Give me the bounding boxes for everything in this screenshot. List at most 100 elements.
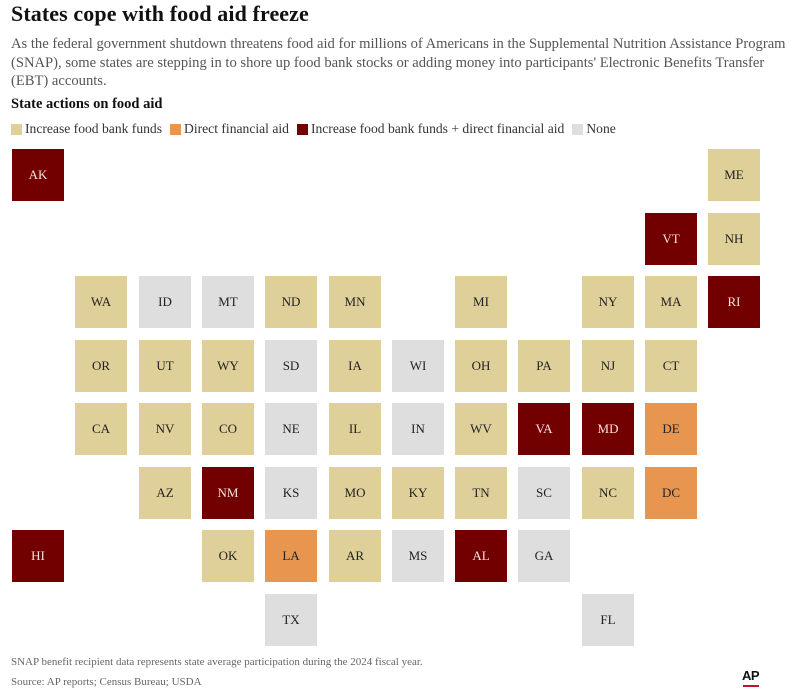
legend: Increase food bank funds Direct financia…: [11, 121, 624, 137]
legend-item-direct-aid: Direct financial aid: [170, 121, 289, 137]
state-label: NH: [724, 231, 744, 246]
state-tile-ny: NY: [582, 276, 634, 328]
state-tile-in: IN: [392, 403, 444, 455]
state-label: LA: [282, 548, 300, 563]
footnote: SNAP benefit recipient data represents s…: [11, 656, 423, 668]
state-tile-va: VA: [518, 403, 570, 455]
state-tile-wa: WA: [75, 276, 127, 328]
state-tile-wv: WV: [455, 403, 507, 455]
state-label: AZ: [156, 485, 174, 500]
state-tile-il: IL: [329, 403, 381, 455]
legend-label-both: Increase food bank funds + direct financ…: [310, 121, 565, 136]
state-label: GA: [534, 548, 554, 563]
state-label: OR: [91, 358, 111, 373]
state-tile-sd: SD: [265, 340, 317, 392]
state-label: UT: [156, 358, 174, 373]
state-label: AL: [472, 548, 490, 563]
state-label: NJ: [600, 358, 616, 373]
state-tile-vt: VT: [645, 213, 697, 265]
state-label: ID: [158, 294, 172, 309]
state-label: IN: [411, 421, 425, 436]
state-label: NM: [217, 485, 239, 500]
state-tile-mt: MT: [202, 276, 254, 328]
state-label: ND: [281, 294, 301, 309]
state-tile-wy: WY: [202, 340, 254, 392]
state-tile-ms: MS: [392, 530, 444, 582]
state-tile-ne: NE: [265, 403, 317, 455]
state-tile-id: ID: [139, 276, 191, 328]
state-tile-mo: MO: [329, 467, 381, 519]
state-label: VT: [662, 231, 680, 246]
state-label: IL: [348, 421, 362, 436]
state-tile-me: ME: [708, 149, 760, 201]
state-tile-ia: IA: [329, 340, 381, 392]
state-tile-co: CO: [202, 403, 254, 455]
state-tile-nv: NV: [139, 403, 191, 455]
state-tile-wi: WI: [392, 340, 444, 392]
state-label: OH: [471, 358, 491, 373]
state-label: SC: [536, 485, 552, 500]
state-tile-la: LA: [265, 530, 317, 582]
state-label: IA: [348, 358, 362, 373]
state-label: WV: [470, 421, 492, 436]
state-label: CT: [662, 358, 680, 373]
state-tile-az: AZ: [139, 467, 191, 519]
state-label: OK: [218, 548, 238, 563]
state-tile-ok: OK: [202, 530, 254, 582]
state-tile-sc: SC: [518, 467, 570, 519]
state-label: NC: [598, 485, 618, 500]
state-tile-al: AL: [455, 530, 507, 582]
state-label: PA: [536, 358, 552, 373]
legend-item-none: None: [572, 121, 616, 137]
state-label: WI: [409, 358, 427, 373]
state-label: FL: [600, 612, 616, 627]
state-tile-mi: MI: [455, 276, 507, 328]
state-label: AR: [345, 548, 365, 563]
state-tile-ak: AK: [12, 149, 64, 201]
legend-label-direct-aid: Direct financial aid: [184, 121, 289, 136]
state-label: TN: [472, 485, 490, 500]
legend-swatch-direct-aid: [170, 123, 182, 135]
state-tile-ky: KY: [392, 467, 444, 519]
state-tile-ga: GA: [518, 530, 570, 582]
state-label: VA: [535, 421, 553, 436]
source-note: Source: AP reports; Census Bureau; USDA: [11, 676, 202, 688]
chart-title: States cope with food aid freeze: [11, 1, 309, 26]
state-label: AK: [28, 167, 48, 182]
state-label: CO: [218, 421, 238, 436]
state-tile-ut: UT: [139, 340, 191, 392]
state-label: MT: [218, 294, 238, 309]
state-tile-dc: DC: [645, 467, 697, 519]
state-label: DE: [662, 421, 680, 436]
ap-logo: AP: [742, 668, 760, 683]
state-label: NV: [155, 421, 175, 436]
legend-item-food-bank: Increase food bank funds: [11, 121, 162, 137]
state-label: HI: [31, 548, 45, 563]
ap-logo-underline: [743, 685, 759, 687]
state-label: MA: [660, 294, 682, 309]
state-tile-hi: HI: [12, 530, 64, 582]
legend-title: State actions on food aid: [11, 96, 163, 112]
state-tile-nh: NH: [708, 213, 760, 265]
state-label: MO: [344, 485, 366, 500]
state-label: DC: [661, 485, 681, 500]
state-tile-mn: MN: [329, 276, 381, 328]
state-label: ME: [724, 167, 744, 182]
state-label: MD: [597, 421, 619, 436]
legend-label-none: None: [586, 121, 616, 136]
state-label: WA: [90, 294, 112, 309]
state-label: NE: [282, 421, 300, 436]
state-tile-ma: MA: [645, 276, 697, 328]
state-label: KY: [408, 485, 428, 500]
state-label: MN: [344, 294, 366, 309]
state-tile-nd: ND: [265, 276, 317, 328]
state-label: CA: [91, 421, 111, 436]
legend-item-both: Increase food bank funds + direct financ…: [296, 121, 565, 137]
state-tile-ri: RI: [708, 276, 760, 328]
legend-swatch-food-bank: [11, 123, 22, 135]
state-label: RI: [727, 294, 741, 309]
legend-swatch-none: [572, 123, 584, 135]
state-label: MS: [408, 548, 428, 563]
state-label: NY: [598, 294, 618, 309]
